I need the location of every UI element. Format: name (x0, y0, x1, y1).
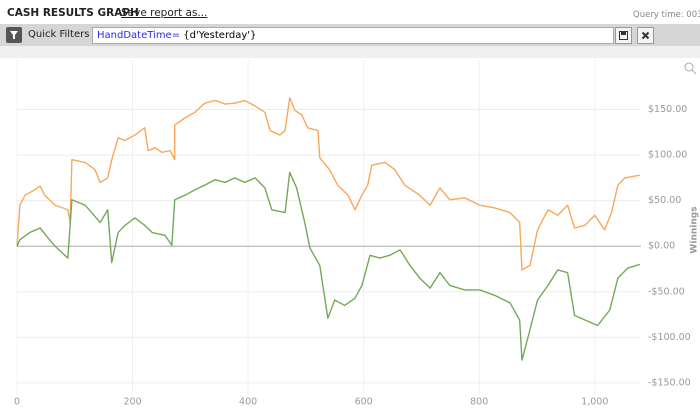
save-filter-button[interactable] (615, 27, 632, 44)
series-line (16, 97, 640, 271)
clear-icon (641, 31, 650, 40)
clear-filter-button[interactable] (637, 27, 654, 44)
y-tick-label: $150.00 (648, 104, 687, 115)
filter-value: {d'Yesterday'} (183, 30, 257, 41)
x-tick-label: 1,000 (581, 397, 608, 408)
x-tick-label: 400 (239, 397, 257, 408)
x-tick-label: 800 (470, 397, 488, 408)
save-report-link[interactable]: Save report as... (121, 7, 208, 19)
filter-bar: Quick Filters HandDateTime= {d'Yesterday… (0, 24, 700, 46)
y-tick-label: $100.00 (648, 150, 687, 161)
filter-input[interactable]: HandDateTime= {d'Yesterday'} (92, 27, 614, 44)
zoom-icon[interactable] (684, 62, 697, 75)
y-tick-label: -$100.00 (648, 332, 691, 343)
separator (0, 46, 700, 58)
y-tick-label: -$50.00 (648, 286, 685, 297)
series-line (16, 171, 641, 361)
y-tick-label: $50.00 (648, 195, 681, 206)
x-tick-label: 0 (14, 397, 20, 408)
report-title: CASH RESULTS GRAPH (7, 7, 139, 19)
query-time: Query time: 003 ms (633, 10, 700, 20)
filter-icon (10, 31, 18, 39)
quick-filters-label: Quick Filters (28, 29, 90, 40)
filter-button[interactable] (6, 27, 22, 43)
y-tick-label: $0.00 (648, 241, 675, 252)
y-axis-label: Winnings (690, 206, 700, 253)
save-icon (619, 31, 628, 40)
filter-field: HandDateTime= (97, 30, 181, 41)
x-tick-label: 200 (123, 397, 141, 408)
x-tick-label: 600 (355, 397, 373, 408)
title-bar: CASH RESULTS GRAPH Save report as... Que… (0, 0, 700, 24)
y-tick-label: -$150.00 (648, 377, 691, 388)
